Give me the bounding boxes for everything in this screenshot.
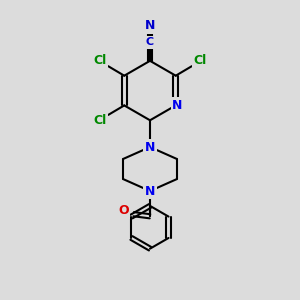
Text: O: O [118, 204, 129, 218]
Text: N: N [172, 99, 182, 112]
Text: Cl: Cl [93, 54, 106, 67]
Text: N: N [145, 140, 155, 154]
Text: N: N [145, 19, 155, 32]
Text: N: N [145, 184, 155, 197]
Text: C: C [146, 38, 154, 47]
Text: Cl: Cl [194, 54, 207, 67]
Text: Cl: Cl [93, 114, 106, 128]
